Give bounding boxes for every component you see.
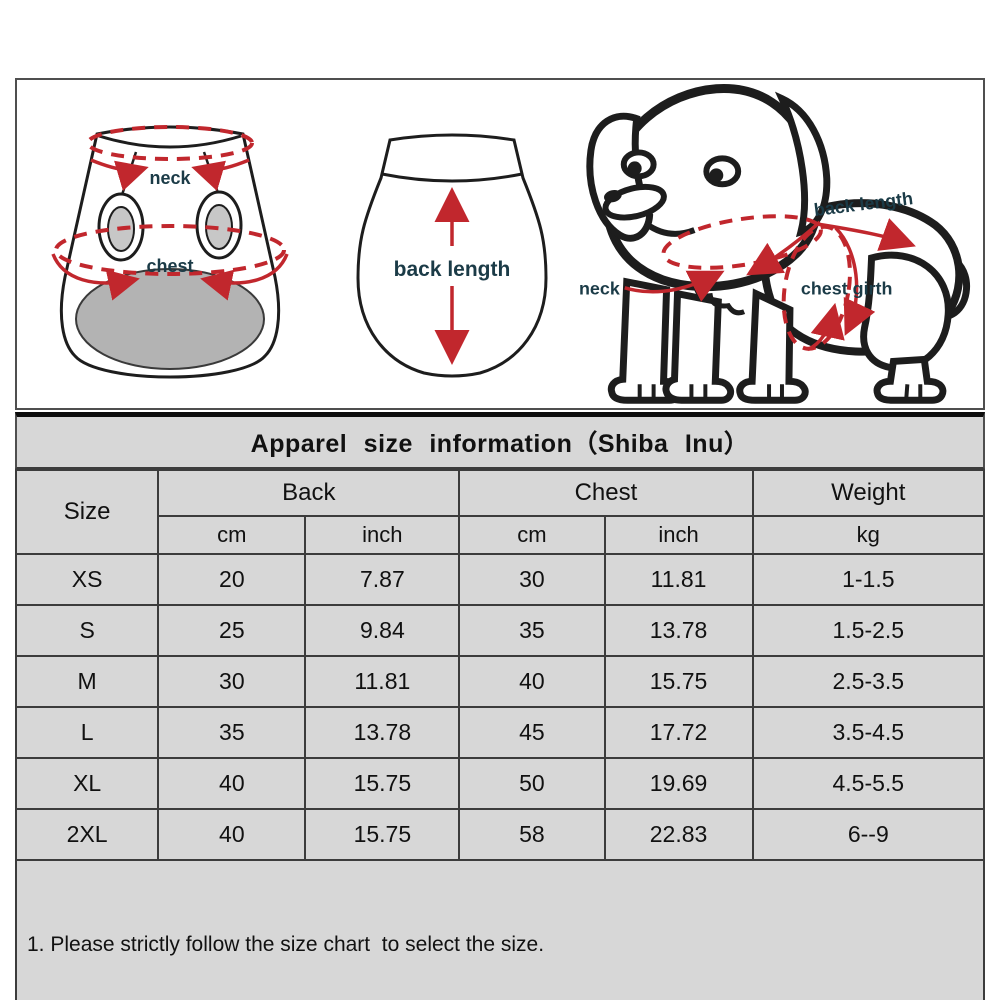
unit-chest-cm: cm <box>458 515 606 555</box>
cell-chest-inch: 13.78 <box>603 604 754 657</box>
table-row-l: L 35 13.78 45 17.72 3.5-4.5 <box>14 706 986 759</box>
header-weight: Weight <box>751 469 986 517</box>
cell-weight: 2.5-3.5 <box>751 655 986 708</box>
vest-neck-arrow-left <box>90 158 149 192</box>
cell-back-inch: 11.81 <box>304 655 461 708</box>
dog-far-front-paw-toes <box>767 384 784 398</box>
size-table: Size Back Chest Weight cm inch cm inch k… <box>14 469 986 861</box>
dog-hind-leg <box>860 251 952 372</box>
table-row-xs: XS 20 7.87 30 11.81 1-1.5 <box>14 553 986 606</box>
dog-chest-arrow-up <box>807 302 845 352</box>
cell-chest-inch: 22.83 <box>603 808 754 861</box>
dog-front-leg-right <box>662 289 735 404</box>
vest-chest-arrow-right <box>200 253 289 301</box>
cell-back-cm: 20 <box>157 553 307 606</box>
unit-back-inch: inch <box>304 515 461 555</box>
cell-chest-inch: 17.72 <box>603 706 754 759</box>
cell-back-cm: 25 <box>157 604 307 657</box>
back-view-illustration: back length <box>356 133 548 378</box>
cell-weight: 6--9 <box>751 808 986 861</box>
dog-hind-paw-toes <box>904 384 923 398</box>
cell-back-inch: 9.84 <box>304 604 461 657</box>
cell-weight: 1.5-2.5 <box>751 604 986 657</box>
dog-hind-paw <box>873 355 947 404</box>
cell-chest-cm: 30 <box>458 553 606 606</box>
cell-size: M <box>14 655 160 708</box>
header-back: Back <box>157 469 461 517</box>
size-table-section: Apparel size information（Shiba Inu） Size… <box>14 412 986 1000</box>
cell-chest-cm: 58 <box>458 808 606 861</box>
cell-weight: 1-1.5 <box>751 553 986 606</box>
dog-chest-girth-label: chest girth <box>801 279 893 299</box>
vest-chest-ring <box>54 224 286 276</box>
table-row-m: M 30 11.81 40 15.75 2.5-3.5 <box>14 655 986 708</box>
notes-section: 1. Please strictly follow the size chart… <box>15 861 985 1000</box>
dog-front-paw-left-toes <box>637 384 656 398</box>
cell-chest-cm: 35 <box>458 604 606 657</box>
cell-back-cm: 40 <box>157 808 307 861</box>
vest-neck-label: neck <box>149 168 191 188</box>
cell-chest-inch: 15.75 <box>603 655 754 708</box>
table-title: Apparel size information（Shiba Inu） <box>15 412 985 469</box>
cell-weight: 4.5-5.5 <box>751 757 986 810</box>
table-row-xl: XL 40 15.75 50 19.69 4.5-5.5 <box>14 757 986 810</box>
cell-back-inch: 7.87 <box>304 553 461 606</box>
cell-back-cm: 30 <box>157 655 307 708</box>
header-size: Size <box>14 469 160 555</box>
dog-far-front-leg <box>736 288 809 404</box>
cell-chest-cm: 50 <box>458 757 606 810</box>
vest-neck-ring <box>86 125 254 161</box>
unit-weight-kg: kg <box>751 515 986 555</box>
cell-size: 2XL <box>14 808 160 861</box>
cell-back-cm: 40 <box>157 757 307 810</box>
back-garment-outline <box>356 133 548 378</box>
dog-ear-right <box>774 91 831 238</box>
table-row-s: S 25 9.84 35 13.78 1.5-2.5 <box>14 604 986 657</box>
cell-chest-cm: 40 <box>458 655 606 708</box>
vest-neck-arrow-right <box>191 158 250 192</box>
unit-chest-inch: inch <box>603 515 754 555</box>
cell-size: XS <box>14 553 160 606</box>
dog-neck-label: neck <box>579 279 620 299</box>
table-title-text: Apparel size information（Shiba Inu） <box>250 430 750 458</box>
dog-nostril <box>604 190 622 203</box>
back-garment-collar-line <box>381 172 523 183</box>
dog-illustration: neck back length chest girth <box>579 84 971 404</box>
cell-back-inch: 13.78 <box>304 706 461 759</box>
cell-back-cm: 35 <box>157 706 307 759</box>
cell-chest-inch: 19.69 <box>603 757 754 810</box>
dog-neck-ring <box>661 214 823 270</box>
dog-neck-arrow <box>624 270 725 302</box>
note-1: 1. Please strictly follow the size chart… <box>27 933 545 956</box>
unit-back-cm: cm <box>157 515 307 555</box>
cell-weight: 3.5-4.5 <box>751 706 986 759</box>
dog-pupil-right <box>709 168 724 183</box>
cell-back-inch: 15.75 <box>304 808 461 861</box>
vest-chest-label: chest <box>146 256 193 276</box>
vest-collar-line <box>98 134 242 149</box>
vest-top-view-illustration: neck chest <box>51 125 289 379</box>
cell-chest-inch: 11.81 <box>603 553 754 606</box>
dog-back-length-arrow-left <box>746 220 821 276</box>
dog-chest-arrow-down <box>834 226 876 336</box>
dog-front-paw-right-toes <box>689 384 708 398</box>
cell-size: S <box>14 604 160 657</box>
table-row-2xl: 2XL 40 15.75 58 22.83 6--9 <box>14 808 986 861</box>
dog-back-length-arrow-right <box>817 218 916 251</box>
cell-chest-cm: 45 <box>458 706 606 759</box>
cell-back-inch: 15.75 <box>304 757 461 810</box>
cell-size: XL <box>14 757 160 810</box>
dog-pupil-left <box>627 161 642 176</box>
back-length-label: back length <box>394 258 511 281</box>
cell-size: L <box>14 706 160 759</box>
measurement-illustrations-panel: neck chest back length <box>15 78 985 410</box>
header-chest: Chest <box>458 469 754 517</box>
vest-chest-arrow-left <box>51 253 140 301</box>
dog-mouth <box>644 221 696 237</box>
